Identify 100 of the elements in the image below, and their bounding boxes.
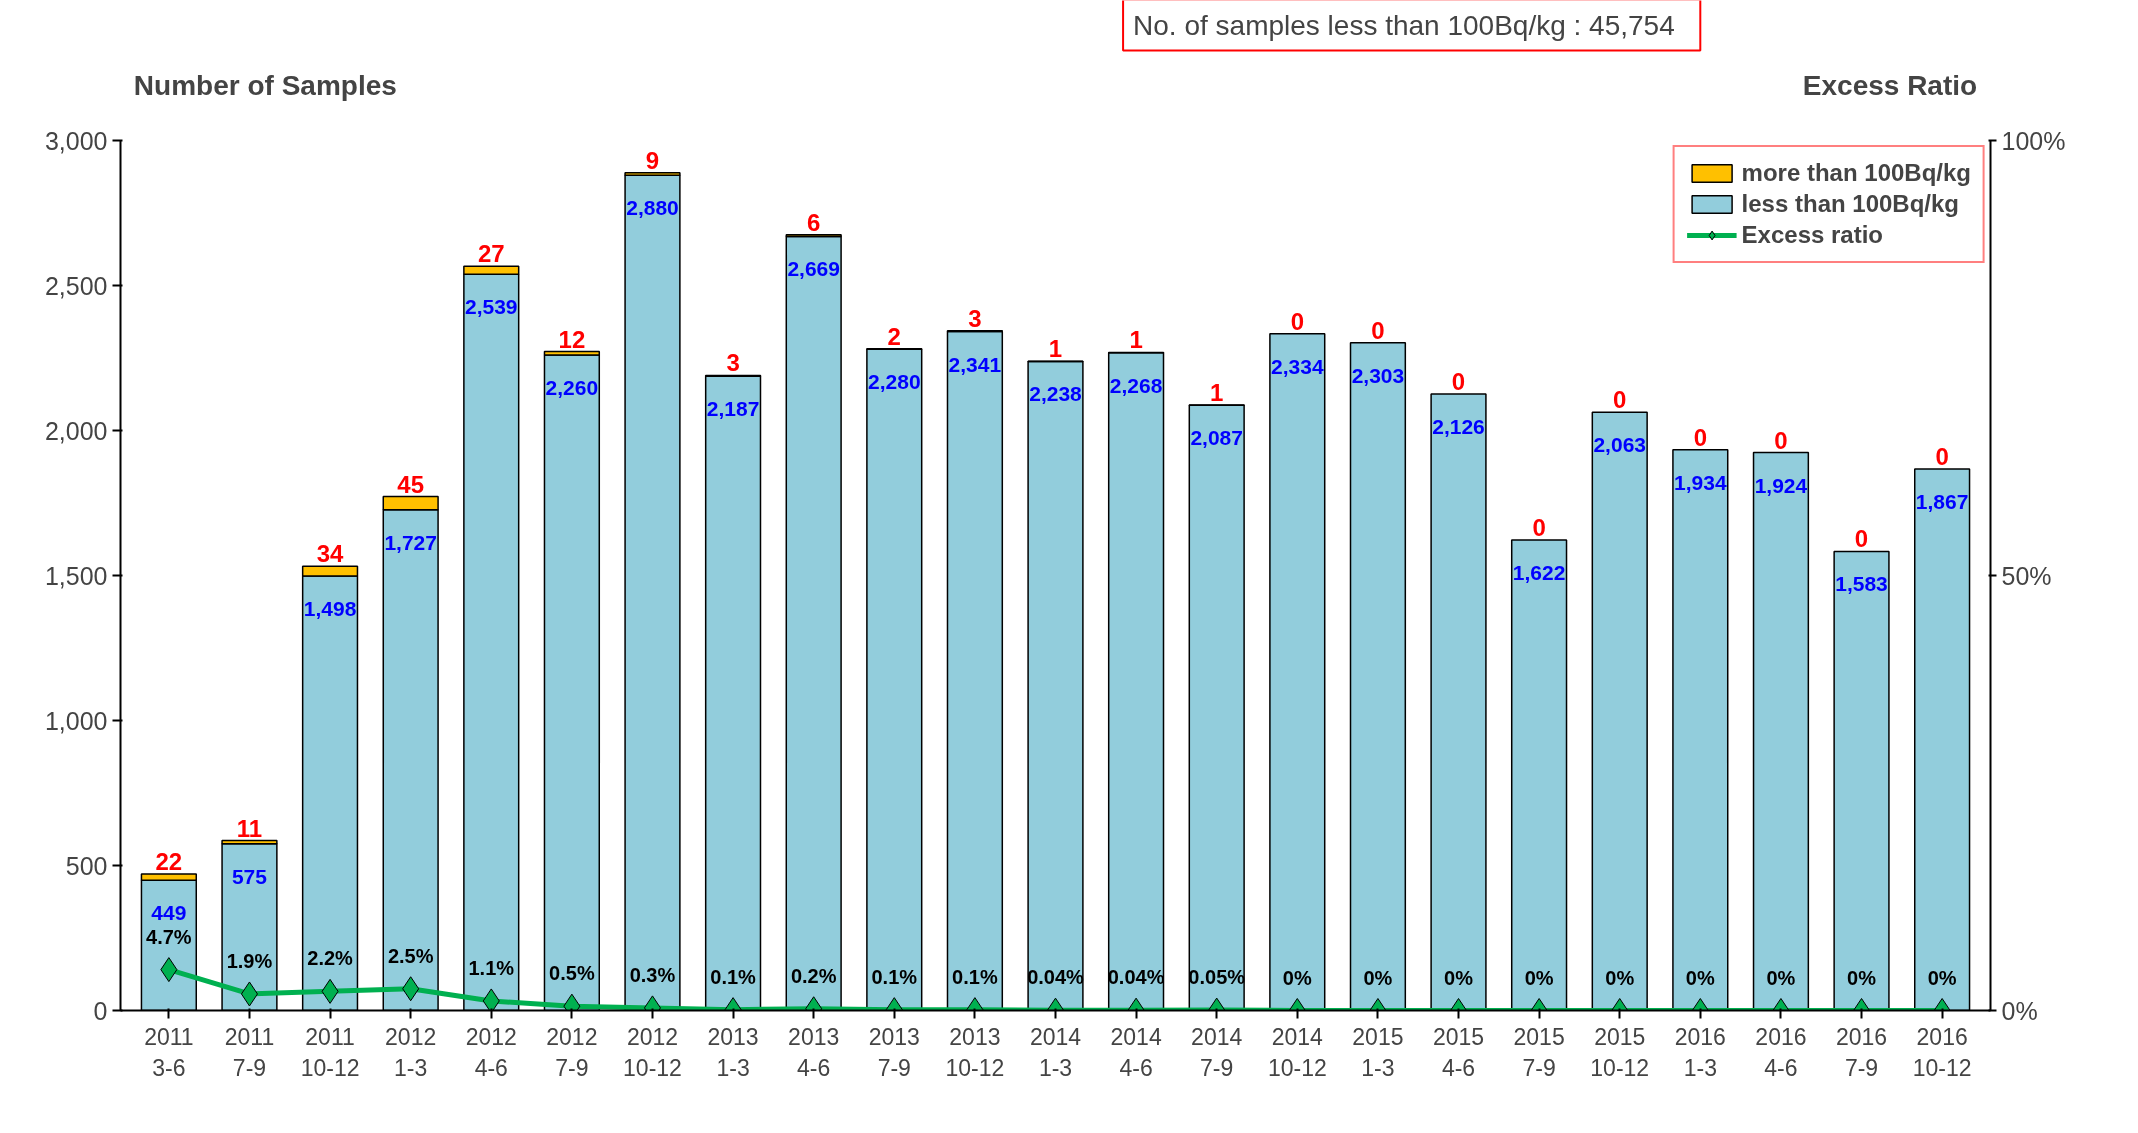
data-label: 2,126 xyxy=(1432,414,1485,438)
x-tick-label: 2012 4-6 xyxy=(465,1023,517,1081)
data-label: 0 xyxy=(1774,426,1788,454)
data-label: 22 xyxy=(155,847,183,875)
data-label: 3 xyxy=(726,349,740,377)
text: No. of samples less than 100Bq/kg : 45,754 xyxy=(1133,9,1675,41)
legend-label: more than 100Bq/kg xyxy=(1741,159,1971,187)
x-tick-label: 2013 10-12 xyxy=(945,1023,1005,1081)
data-label: 0.2% xyxy=(790,964,837,987)
x-tick-label: 2015 7-9 xyxy=(1513,1023,1565,1081)
data-label: 0% xyxy=(1927,966,1957,989)
bar xyxy=(1349,341,1407,1011)
data-label: 45 xyxy=(397,470,425,498)
data-label: 0 xyxy=(1854,525,1869,553)
data-label: 1,583 xyxy=(1835,572,1888,596)
x-tick-label: 2013 7-9 xyxy=(868,1023,920,1081)
data-label: 2,268 xyxy=(1109,373,1163,397)
data-label: 0% xyxy=(1605,966,1635,989)
data-label: 0% xyxy=(1363,966,1393,989)
data-label: 9 xyxy=(645,146,660,174)
data-label: 0 xyxy=(1613,386,1627,414)
bar xyxy=(1672,448,1729,1011)
x-tick-label: 2014 4-6 xyxy=(1110,1023,1162,1081)
data-label: 4.7% xyxy=(146,925,192,948)
bar xyxy=(1752,451,1810,1011)
data-label: 0% xyxy=(1685,966,1715,989)
y-tick-label: 1,000 xyxy=(44,706,108,735)
data-label: 2.2% xyxy=(307,947,354,970)
data-label: 0 xyxy=(1371,316,1385,344)
data-label: 2,341 xyxy=(948,352,1002,376)
data-label: 2,303 xyxy=(1351,363,1405,387)
y-tick-label: 2,000 xyxy=(44,416,108,445)
data-label: 2,087 xyxy=(1190,426,1243,450)
data-label: 11 xyxy=(236,814,263,842)
bar xyxy=(1510,539,1568,1011)
x-tick-label: 2015 10-12 xyxy=(1590,1023,1650,1081)
data-label: 0 xyxy=(1290,307,1304,335)
x-tick-label: 2012 1-3 xyxy=(385,1023,437,1081)
data-label: 2,539 xyxy=(465,295,518,319)
data-label: 0.04% xyxy=(1107,966,1165,989)
data-label: 2,880 xyxy=(626,196,679,220)
y2-tick-label: 50% xyxy=(2001,561,2052,590)
data-label: 34 xyxy=(316,540,345,568)
data-label: 1.1% xyxy=(468,956,515,979)
data-label: 6 xyxy=(807,208,821,236)
bar xyxy=(1188,404,1245,1011)
data-label: 2,260 xyxy=(545,376,599,400)
x-tick-label: 2014 7-9 xyxy=(1191,1023,1243,1081)
bar xyxy=(1430,393,1487,1011)
data-label: 0 xyxy=(1451,367,1466,395)
data-label: 1,622 xyxy=(1512,561,1566,585)
data-label: 27 xyxy=(477,240,505,268)
data-label: 0% xyxy=(1444,966,1474,989)
data-label: 0% xyxy=(1766,966,1796,989)
data-label: 0.1% xyxy=(871,965,918,988)
x-tick-label: 2015 4-6 xyxy=(1432,1023,1485,1081)
y-tick-label: 500 xyxy=(65,851,108,880)
y2-tick-label: 0% xyxy=(2001,996,2038,1025)
x-tick-label: 2012 7-9 xyxy=(546,1023,598,1081)
data-label: 12 xyxy=(558,325,586,353)
x-tick-label: 2016 4-6 xyxy=(1755,1023,1807,1081)
x-tick-label: 2015 1-3 xyxy=(1352,1023,1404,1081)
data-label: 2,669 xyxy=(787,257,840,281)
data-label: 1 xyxy=(1048,335,1063,363)
x-tick-label: 2011 10-12 xyxy=(300,1023,360,1081)
data-label: 1 xyxy=(1129,326,1143,354)
data-label: 2,280 xyxy=(868,370,921,394)
data-label: 1 xyxy=(1210,378,1224,406)
x-tick-label: 2011 7-9 xyxy=(224,1023,275,1081)
legend-label: Excess ratio xyxy=(1741,221,1884,249)
data-label: 1,924 xyxy=(1754,473,1808,497)
y-tick-label: 1,500 xyxy=(44,561,108,590)
x-tick-label: 2014 1-3 xyxy=(1029,1023,1082,1081)
data-label: 1,498 xyxy=(303,597,357,621)
data-label: 0.3% xyxy=(629,963,676,986)
data-label: 1.9% xyxy=(226,949,273,972)
y2-tick-label: 100% xyxy=(2001,126,2066,155)
data-label: 1,934 xyxy=(1674,470,1727,494)
bar xyxy=(1269,332,1326,1011)
data-label: 449 xyxy=(151,901,187,925)
y-tick-label: 2,500 xyxy=(44,271,108,300)
data-label: 1,867 xyxy=(1915,490,1969,514)
bar xyxy=(1591,411,1648,1011)
data-label: 1,727 xyxy=(384,530,437,554)
data-label: 0% xyxy=(1282,966,1312,989)
data-label: 2,187 xyxy=(706,397,760,421)
bar xyxy=(1107,352,1165,1011)
legend-label: less than 100Bq/kg xyxy=(1741,190,1960,218)
bar xyxy=(1833,550,1890,1011)
data-label: 575 xyxy=(231,864,268,888)
y-tick-label: 3,000 xyxy=(44,126,108,155)
data-label: 2,063 xyxy=(1593,433,1647,457)
bar xyxy=(1027,360,1084,1011)
x-tick-label: 2016 1-3 xyxy=(1674,1023,1726,1081)
x-tick-label: 2016 7-9 xyxy=(1835,1023,1888,1081)
data-label: 0 xyxy=(1693,423,1708,451)
data-label: 0.1% xyxy=(710,965,757,988)
data-label: 2,334 xyxy=(1271,354,1324,378)
data-label: 2,238 xyxy=(1029,382,1083,406)
x-tick-label: 2011 3-6 xyxy=(144,1023,194,1081)
